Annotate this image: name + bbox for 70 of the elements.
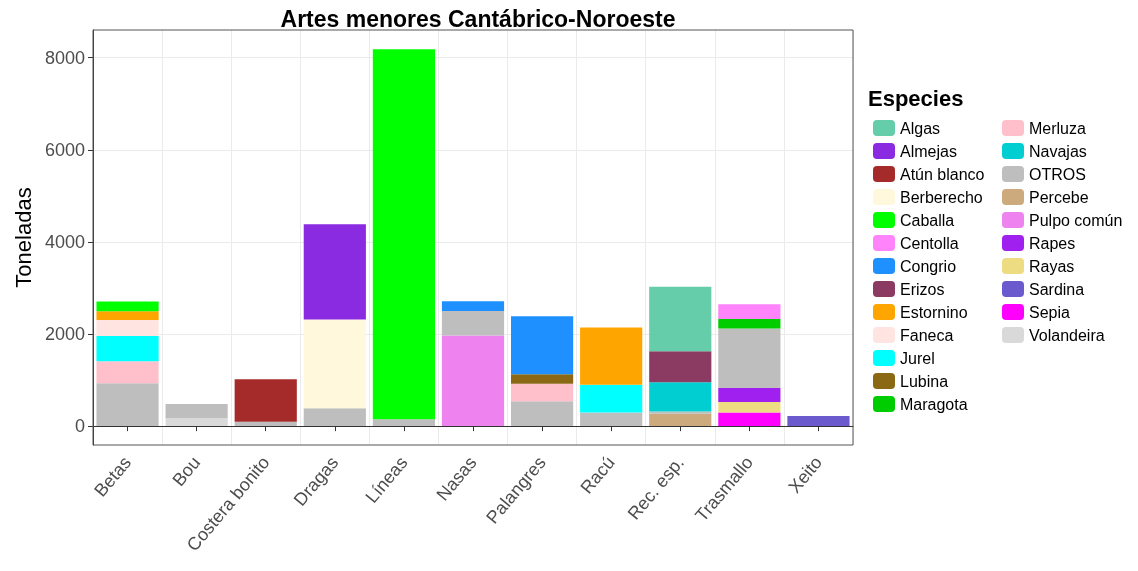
y-tick-label: 8000	[44, 47, 85, 68]
x-tick-label: Rec. esp.	[623, 452, 688, 524]
legend-label: Caballa	[900, 211, 955, 229]
bar	[234, 421, 297, 427]
bar	[718, 319, 781, 329]
bar	[96, 301, 159, 312]
bar	[718, 328, 781, 388]
bar	[580, 412, 643, 427]
legend-label: Merluza	[1029, 119, 1087, 137]
bar	[649, 411, 712, 414]
legend-label: Congrio	[900, 257, 957, 275]
bar	[441, 301, 505, 311]
bar	[787, 415, 850, 427]
y-tick-label: 6000	[44, 139, 85, 160]
bar	[649, 351, 712, 383]
legend-label: Rayas	[1029, 257, 1075, 275]
legend-title: Especies	[868, 85, 964, 111]
bar	[303, 319, 366, 409]
legend-label: Faneca	[900, 326, 954, 344]
bar	[441, 310, 505, 336]
bar	[511, 383, 574, 402]
bar	[303, 224, 366, 320]
bar	[718, 412, 781, 427]
y-tick-label: 0	[74, 416, 85, 437]
legend-label: Algas	[900, 119, 941, 137]
legend-label: Maragota	[900, 395, 968, 413]
legend-label: Berberecho	[900, 188, 983, 206]
bar	[718, 304, 781, 320]
bar	[649, 286, 712, 352]
legend-label: Erizos	[900, 280, 945, 298]
bar	[511, 401, 574, 427]
y-tick-label: 2000	[44, 324, 85, 344]
bar	[96, 319, 159, 337]
bar	[234, 379, 297, 422]
bar	[580, 384, 643, 413]
legend-label: Centolla	[900, 234, 959, 252]
legend-label: Volandeira	[1029, 326, 1105, 344]
bar	[511, 374, 574, 384]
y-tick-label: 4000	[44, 231, 85, 252]
legend-label: Almejas	[900, 142, 957, 160]
legend-label: Navajas	[1029, 142, 1087, 160]
bar	[165, 418, 228, 427]
bar	[96, 311, 159, 320]
bar	[649, 413, 712, 427]
bar	[96, 361, 159, 384]
x-tick-label: Bou	[168, 452, 205, 490]
bar	[718, 387, 781, 402]
bar	[303, 408, 366, 427]
legend-label: Estornino	[900, 303, 968, 321]
legend-label: Lubina	[900, 372, 949, 390]
y-axis-title: Toneladas	[10, 187, 36, 288]
bar	[372, 49, 435, 420]
legend-label: Sardina	[1029, 280, 1085, 298]
bar	[96, 336, 159, 362]
bar	[580, 327, 643, 385]
bar	[511, 316, 574, 375]
legend-label: Atún blanco	[900, 165, 985, 183]
bar	[165, 404, 228, 419]
legend-label: Percebe	[1029, 188, 1089, 206]
chart-title: Artes menores Cantábrico-Noroeste	[280, 5, 676, 32]
legend-label: Rapes	[1029, 234, 1076, 252]
legend-label: Jurel	[900, 349, 935, 367]
bar	[372, 419, 435, 427]
bar	[441, 335, 505, 427]
bar	[96, 383, 159, 427]
legend-label: OTROS	[1029, 165, 1086, 183]
legend-label: Pulpo común	[1029, 211, 1123, 229]
bar	[649, 382, 712, 412]
bar	[718, 401, 781, 413]
legend-label: Sepia	[1029, 303, 1071, 321]
